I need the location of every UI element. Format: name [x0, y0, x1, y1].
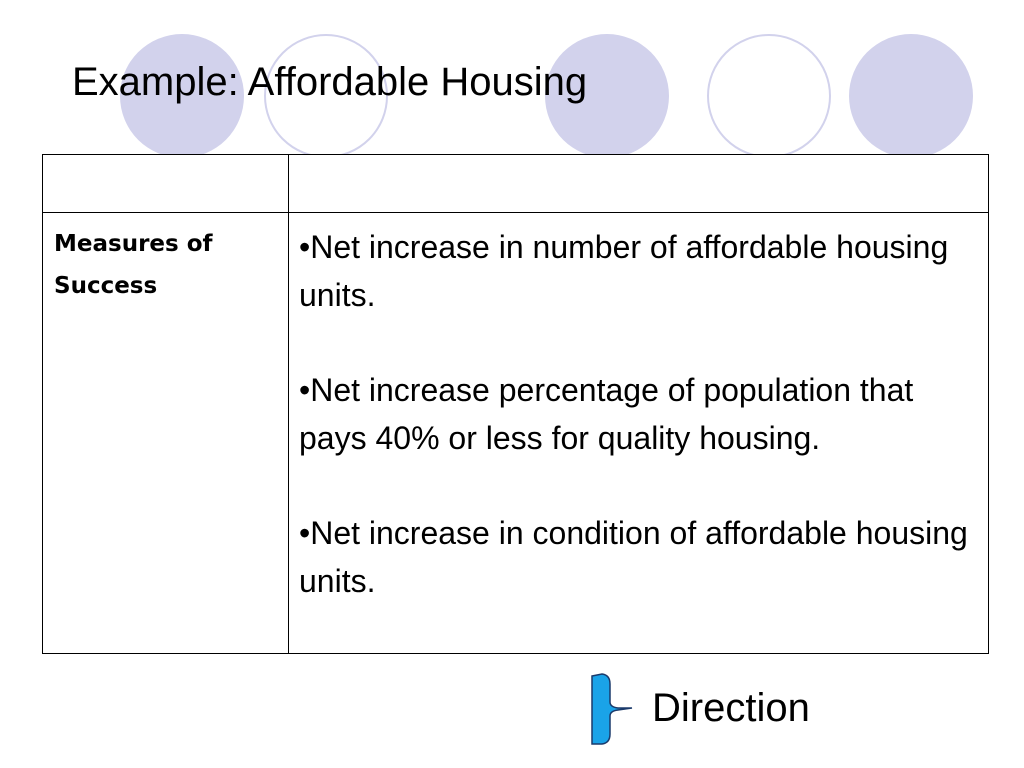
circle-decoration-5	[849, 34, 973, 158]
direction-label: Direction	[652, 686, 810, 730]
circle-decoration-4	[707, 34, 831, 158]
row-label-cell: Measures of Success	[42, 212, 289, 654]
content-table: Measures of Success •Net increase in num…	[42, 154, 989, 654]
list-item: •Net increase in condition of affordable…	[299, 515, 968, 599]
table-row: Measures of Success •Net increase in num…	[42, 212, 989, 654]
table-cell	[42, 154, 289, 213]
list-item: •Net increase in number of affordable ho…	[299, 229, 949, 313]
brace-icon	[591, 673, 633, 745]
bullet-list: •Net increase in number of affordable ho…	[289, 213, 988, 605]
slide-title: Example: Affordable Housing	[72, 60, 588, 104]
circle-decoration-1	[120, 34, 244, 158]
circle-decoration-2	[264, 34, 388, 158]
circle-decoration-3	[545, 34, 669, 158]
direction-annotation: Direction	[588, 672, 848, 746]
bullets-cell: •Net increase in number of affordable ho…	[288, 212, 989, 654]
table-header-row	[42, 154, 989, 213]
table-cell	[288, 154, 989, 213]
list-item: •Net increase percentage of population t…	[299, 372, 914, 456]
row-label-measures-of-success: Measures of Success	[54, 231, 213, 299]
